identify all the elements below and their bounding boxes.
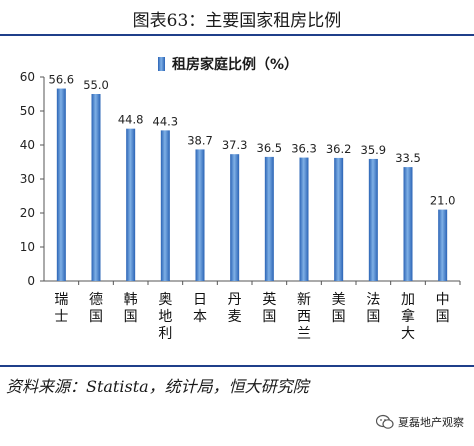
watermark-text: 夏磊地产观察	[398, 416, 464, 429]
x-tick-label: 奥地利	[158, 291, 172, 342]
bar	[403, 167, 413, 281]
data-label: 38.7	[187, 133, 213, 147]
y-tick-label: 30	[20, 172, 35, 186]
bar	[195, 149, 205, 281]
x-tick-label: 丹麦	[228, 292, 242, 325]
x-tick-label: 新西兰	[297, 292, 311, 342]
y-tick-label: 20	[20, 206, 35, 220]
x-tick-label: 瑞士	[54, 292, 68, 325]
source-note: 资料来源：Statista，统计局，恒大研究院	[6, 377, 309, 396]
data-label: 36.5	[257, 141, 283, 155]
legend-swatch	[158, 57, 165, 71]
data-label: 44.3	[153, 114, 179, 128]
data-label: 37.3	[222, 138, 248, 152]
chart-title: 图表63：主要国家租房比例	[132, 11, 342, 31]
source-rule	[0, 365, 474, 367]
x-tick-label: 加拿大	[401, 292, 415, 342]
bar-chart: 租房家庭比例（%） 0 10 20 30 40 50 60 56.6 瑞士 55.0 德国 44.8…	[20, 56, 461, 342]
y-tick-label: 50	[20, 104, 35, 118]
legend-label: 租房家庭比例（%）	[172, 56, 298, 73]
bar	[334, 157, 344, 281]
bar	[264, 156, 274, 281]
x-tick-label: 法国	[366, 292, 380, 325]
bar	[56, 88, 66, 281]
wechat-icon	[376, 414, 394, 429]
x-tick-label: 日本	[193, 292, 207, 325]
data-label: 55.0	[83, 78, 109, 92]
data-label: 44.8	[118, 113, 144, 127]
bar	[160, 130, 170, 281]
data-label: 33.5	[395, 151, 421, 165]
legend: 租房家庭比例（%）	[158, 56, 298, 73]
bar	[368, 158, 378, 281]
bars: 56.6 瑞士 55.0 德国 44.8 韩国 44.3 奥地利 38.7 日本 37.3 丹麦 36.…	[49, 73, 461, 342]
y-tick-label: 60	[20, 70, 35, 84]
bar	[438, 209, 448, 281]
x-tick-label: 韩国	[124, 292, 138, 325]
data-label: 36.3	[291, 142, 317, 156]
data-label: 56.6	[49, 73, 75, 87]
y-tick-label: 10	[20, 240, 35, 254]
x-tick-label: 美国	[332, 292, 346, 325]
bar	[91, 94, 101, 281]
watermark: 夏磊地产观察	[376, 414, 464, 430]
bar	[299, 157, 309, 281]
x-tick-label: 英国	[262, 291, 276, 325]
data-label: 35.9	[361, 143, 387, 157]
x-tick-label: 中国	[436, 292, 450, 325]
y-tick-label: 40	[20, 138, 35, 152]
x-tick-label: 德国	[89, 292, 103, 325]
data-label: 21.0	[430, 194, 456, 208]
bar	[126, 128, 136, 281]
axes: 0 10 20 30 40 50 60	[20, 70, 460, 288]
y-tick-label: 0	[27, 274, 35, 288]
bar	[230, 154, 240, 281]
title-rule	[0, 34, 474, 36]
data-label: 36.2	[326, 142, 352, 156]
